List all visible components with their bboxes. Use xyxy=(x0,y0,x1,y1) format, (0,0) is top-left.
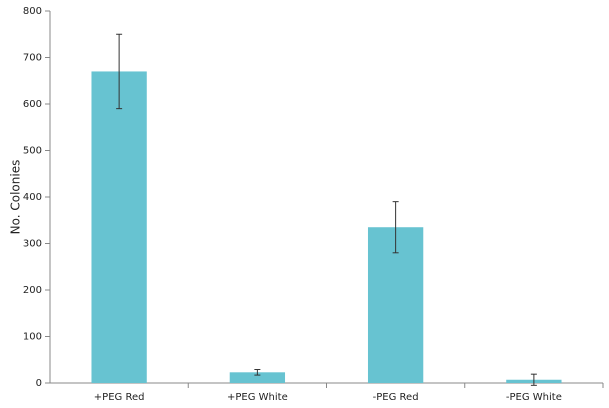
y-tick-label: 800 xyxy=(23,6,42,17)
x-tick-label: -PEG Red xyxy=(373,392,419,403)
x-tick-label: +PEG White xyxy=(227,392,288,403)
y-axis-label: No. Colonies xyxy=(9,160,23,235)
y-tick-label: 600 xyxy=(23,99,42,110)
x-tick-label: +PEG Red xyxy=(94,392,145,403)
y-tick-label: 400 xyxy=(23,192,42,203)
y-tick-label: 700 xyxy=(23,53,42,64)
y-tick-label: 200 xyxy=(23,285,42,296)
bar xyxy=(229,372,286,383)
y-tick-label: 300 xyxy=(23,239,42,250)
y-tick-label: 500 xyxy=(23,146,42,157)
y-tick-label: 0 xyxy=(36,378,42,389)
y-tick-label: 100 xyxy=(23,332,42,343)
bar xyxy=(91,71,147,383)
x-tick-label: -PEG White xyxy=(506,392,562,403)
